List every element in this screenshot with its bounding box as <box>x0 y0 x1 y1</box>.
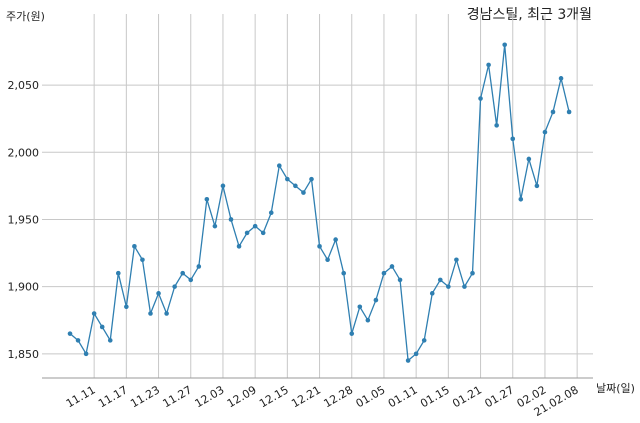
data-point <box>148 311 153 316</box>
data-point <box>293 183 298 189</box>
x-tick-label: 01.15 <box>418 383 452 410</box>
data-point <box>268 210 274 216</box>
data-point <box>542 129 548 135</box>
data-point <box>132 244 137 249</box>
data-point <box>462 284 467 289</box>
data-point <box>317 244 322 249</box>
data-point <box>140 257 145 263</box>
data-point <box>164 311 169 316</box>
data-point <box>67 331 73 336</box>
data-point <box>558 76 564 81</box>
data-point <box>260 230 266 236</box>
data-point <box>534 183 540 189</box>
data-point <box>470 270 475 276</box>
x-tick-label: 11.17 <box>96 383 130 410</box>
data-point <box>228 217 234 222</box>
x-tick-label: 11.11 <box>64 383 98 410</box>
data-point <box>429 291 435 296</box>
chart-title: 경남스틸, 최근 3개월 <box>467 7 592 23</box>
y-tick-label: 1,900 <box>8 281 40 294</box>
data-point <box>309 176 314 182</box>
data-point <box>413 351 419 357</box>
data-point <box>244 230 250 236</box>
data-point <box>156 291 161 296</box>
x-tick-label: 12.09 <box>225 383 259 410</box>
x-tick-label: 11.23 <box>128 383 162 410</box>
data-point <box>301 190 306 195</box>
x-tick-label: 12.03 <box>193 383 227 410</box>
data-point <box>397 277 403 283</box>
y-tick-label: 2,050 <box>8 79 40 92</box>
data-point <box>405 358 411 363</box>
data-point <box>204 196 210 202</box>
data-point <box>486 62 491 68</box>
data-point <box>277 163 282 168</box>
data-point <box>502 42 508 48</box>
y-tick-label: 1,850 <box>8 348 40 361</box>
data-point <box>180 270 185 276</box>
y-tick-label: 2,000 <box>8 146 40 159</box>
y-tick-label: 1,950 <box>8 213 40 226</box>
x-tick-label: 11.27 <box>160 383 194 410</box>
data-point <box>389 264 395 269</box>
data-point <box>446 284 451 289</box>
data-point <box>494 123 499 128</box>
data-point <box>550 109 556 115</box>
data-point <box>518 196 524 202</box>
data-point <box>116 270 121 276</box>
data-point <box>75 338 81 343</box>
data-point <box>510 136 516 142</box>
x-tick-label: 12.21 <box>289 383 323 410</box>
data-point <box>373 297 379 303</box>
data-point <box>285 176 290 182</box>
data-point <box>526 156 532 162</box>
data-point <box>381 270 387 276</box>
x-tick-label: 12.28 <box>321 383 355 410</box>
x-tick-label: 01.11 <box>386 383 420 410</box>
data-point <box>454 257 459 263</box>
data-point <box>107 338 113 343</box>
data-point <box>478 96 483 101</box>
data-point <box>341 270 347 276</box>
data-point <box>99 324 105 330</box>
data-point <box>172 284 177 289</box>
data-point <box>421 338 427 343</box>
data-point <box>357 304 363 310</box>
data-point <box>349 331 355 336</box>
data-point <box>212 223 218 229</box>
data-point <box>83 351 89 357</box>
data-point <box>365 317 371 323</box>
data-point <box>325 257 330 263</box>
x-tick-label: 01.27 <box>482 383 516 410</box>
data-point <box>220 183 226 189</box>
x-tick-label: 01.21 <box>450 383 484 410</box>
data-point <box>438 277 443 283</box>
data-point <box>188 277 194 283</box>
data-point <box>196 264 202 269</box>
data-point <box>333 237 338 242</box>
x-axis-label: 날짜(일) <box>596 381 635 395</box>
data-point <box>236 244 242 249</box>
data-point <box>252 223 258 229</box>
y-axis-label: 주가(원) <box>6 10 45 23</box>
data-point <box>91 311 97 316</box>
data-point <box>566 109 572 115</box>
x-tick-label: 12.15 <box>257 383 291 410</box>
x-tick-label: 01.05 <box>354 383 388 410</box>
data-point <box>124 304 129 310</box>
